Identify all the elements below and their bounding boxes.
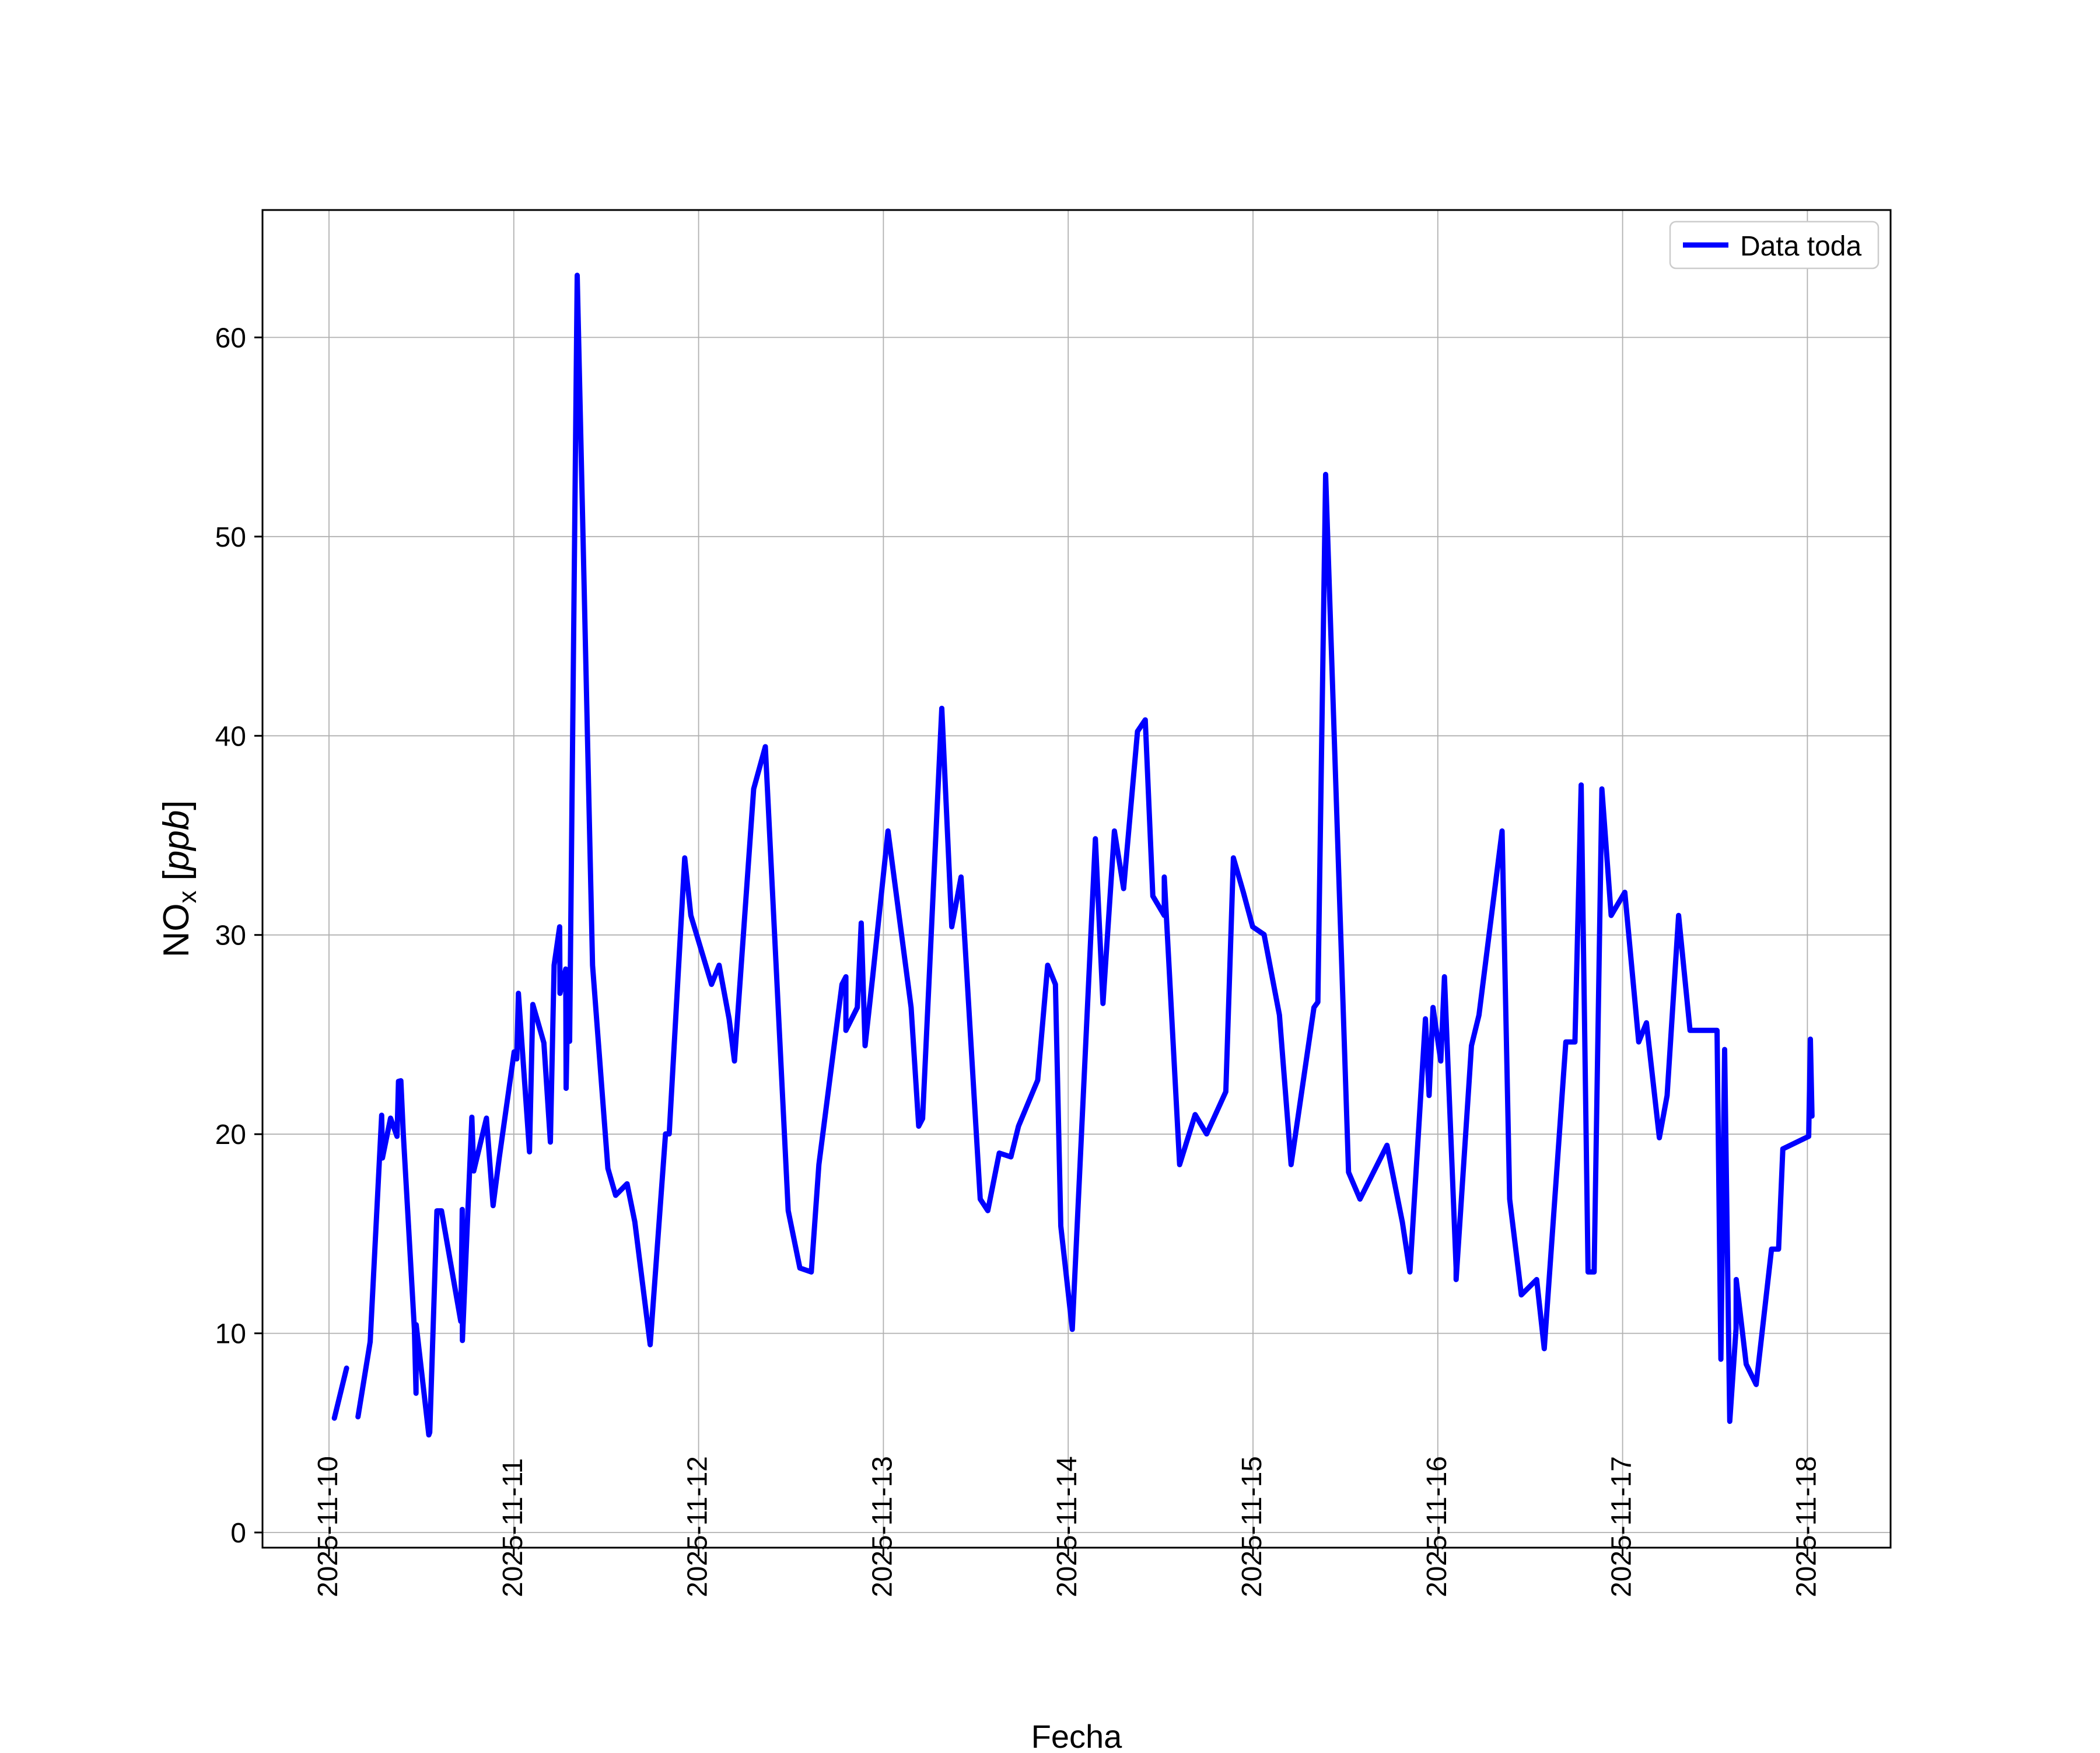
svg-text:0: 0 — [230, 1518, 246, 1549]
svg-text:2025-11-18: 2025-11-18 — [1791, 1456, 1822, 1597]
svg-text:60: 60 — [215, 323, 246, 354]
svg-text:30: 30 — [215, 921, 246, 951]
svg-text:40: 40 — [215, 721, 246, 752]
svg-text:Data toda: Data toda — [1740, 231, 1861, 262]
svg-text:2025-11-13: 2025-11-13 — [867, 1456, 898, 1597]
svg-text:20: 20 — [215, 1119, 246, 1150]
svg-text:NOx [ppb]: NOx [ppb] — [156, 800, 202, 958]
svg-text:2025-11-12: 2025-11-12 — [682, 1456, 713, 1597]
svg-text:2025-11-11: 2025-11-11 — [498, 1458, 528, 1597]
svg-text:2025-11-14: 2025-11-14 — [1052, 1456, 1083, 1597]
svg-text:2025-11-10: 2025-11-10 — [313, 1456, 344, 1597]
svg-text:Fecha: Fecha — [1031, 1718, 1122, 1750]
svg-text:2025-11-15: 2025-11-15 — [1237, 1456, 1268, 1597]
svg-text:2025-11-17: 2025-11-17 — [1606, 1456, 1637, 1597]
svg-text:50: 50 — [215, 522, 246, 553]
svg-text:10: 10 — [215, 1319, 246, 1350]
svg-text:2025-11-16: 2025-11-16 — [1422, 1456, 1452, 1597]
